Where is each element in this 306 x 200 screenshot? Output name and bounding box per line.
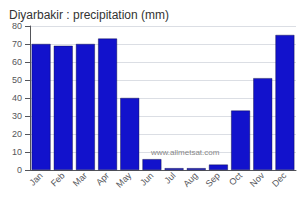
svg-text:Dec: Dec bbox=[270, 170, 289, 189]
svg-text:10: 10 bbox=[12, 147, 22, 157]
svg-text:Jun: Jun bbox=[138, 170, 155, 187]
svg-text:Mar: Mar bbox=[71, 170, 89, 188]
svg-text:20: 20 bbox=[12, 129, 22, 139]
svg-text:Aug: Aug bbox=[181, 170, 199, 188]
svg-text:40: 40 bbox=[12, 93, 22, 103]
svg-text:Apr: Apr bbox=[94, 170, 111, 187]
svg-text:Nov: Nov bbox=[248, 170, 267, 189]
svg-text:80: 80 bbox=[12, 21, 22, 31]
svg-text:50: 50 bbox=[12, 75, 22, 85]
svg-text:Oct: Oct bbox=[227, 170, 244, 187]
svg-text:Diyarbakir : precipitation (mm: Diyarbakir : precipitation (mm) bbox=[9, 8, 169, 22]
svg-text:May: May bbox=[114, 170, 133, 189]
svg-text:Feb: Feb bbox=[49, 170, 67, 188]
svg-text:Jan: Jan bbox=[27, 170, 44, 187]
svg-text:www.allmetsat.com: www.allmetsat.com bbox=[150, 148, 220, 157]
svg-text:Jul: Jul bbox=[162, 170, 177, 185]
svg-text:0: 0 bbox=[17, 165, 22, 175]
svg-text:70: 70 bbox=[12, 39, 22, 49]
svg-text:60: 60 bbox=[12, 57, 22, 67]
svg-text:30: 30 bbox=[12, 111, 22, 121]
svg-text:Sep: Sep bbox=[204, 170, 222, 188]
